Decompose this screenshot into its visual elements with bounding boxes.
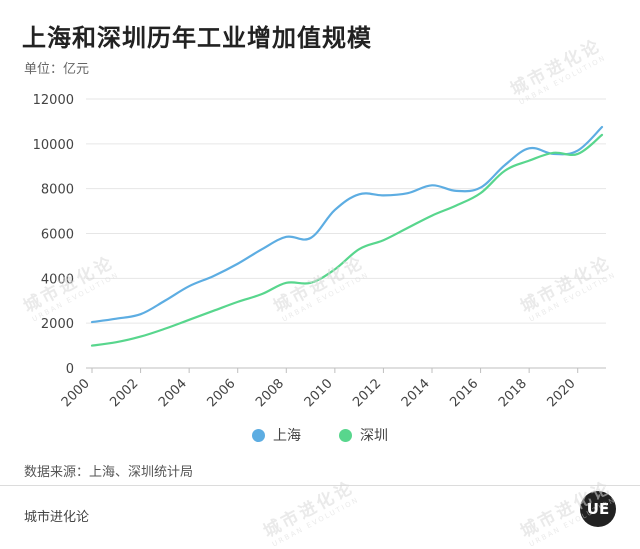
x-tick-label: 2004 bbox=[156, 376, 190, 410]
x-tick-label: 2010 bbox=[302, 376, 336, 410]
legend-dot-shanghai bbox=[252, 428, 265, 442]
y-tick-label: 0 bbox=[66, 362, 74, 377]
series-line-shenzhen bbox=[90, 133, 604, 347]
grid-lines bbox=[86, 98, 606, 369]
legend: 上海 深圳 bbox=[0, 425, 640, 445]
legend-item-shanghai[interactable]: 上海 bbox=[252, 425, 301, 445]
x-tick-label: 2020 bbox=[545, 376, 579, 410]
x-tick-label: 2000 bbox=[59, 376, 93, 410]
y-tick-label: 8000 bbox=[41, 183, 74, 198]
x-tick-label: 2012 bbox=[350, 376, 384, 410]
brand-logo-icon: UE bbox=[580, 491, 616, 527]
series-lines bbox=[90, 125, 604, 347]
legend-label-shanghai: 上海 bbox=[273, 428, 301, 444]
watermark-sub: URBAN EVOLUTION bbox=[270, 495, 361, 549]
legend-label-shenzhen: 深圳 bbox=[360, 428, 388, 444]
y-tick-label: 6000 bbox=[41, 228, 74, 243]
x-tick-label: 2018 bbox=[496, 376, 530, 410]
series-line-shanghai bbox=[90, 125, 604, 324]
x-tick-label: 2006 bbox=[205, 376, 239, 410]
y-tick-label: 12000 bbox=[33, 93, 74, 108]
x-tick-label: 2002 bbox=[107, 376, 141, 410]
y-axis-unit: 单位：亿元 bbox=[24, 62, 90, 77]
y-tick-label: 10000 bbox=[33, 138, 74, 153]
legend-item-shenzhen[interactable]: 深圳 bbox=[339, 425, 388, 445]
data-source: 数据来源：上海、深圳统计局 bbox=[24, 465, 194, 480]
y-tick-label: 4000 bbox=[41, 272, 74, 287]
watermark-main: 城市进化论 bbox=[260, 477, 359, 543]
x-tick-label: 2014 bbox=[399, 376, 433, 410]
footer-divider bbox=[0, 485, 640, 486]
x-tick-label: 2016 bbox=[447, 376, 481, 410]
x-tick-label: 2008 bbox=[253, 376, 287, 410]
y-tick-label: 2000 bbox=[41, 317, 74, 332]
y-axis-ticks: 0 2000 4000 6000 8000 10000 12000 bbox=[33, 93, 74, 377]
brand-name: 城市进化论 bbox=[24, 510, 90, 525]
x-axis-ticks: 2000 2002 2004 2006 2008 2010 2012 2014 2016 2018… bbox=[59, 368, 579, 410]
legend-dot-shenzhen bbox=[339, 428, 352, 442]
chart-title: 上海和深圳历年工业增加值规模 bbox=[22, 24, 372, 52]
